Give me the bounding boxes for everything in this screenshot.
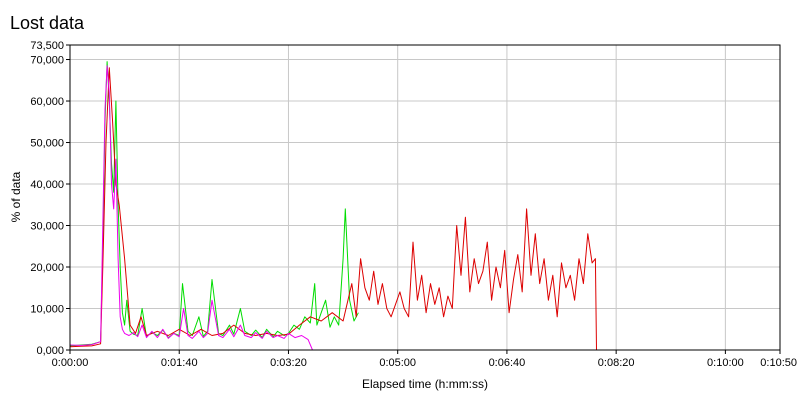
chart-title: Lost data [10, 13, 85, 33]
y-axis: 0,000 10,000 20,000 30,000 40,000 50,000 60,00… [30, 40, 70, 357]
y-tick-label: 20,000 [30, 262, 64, 274]
plot-frame [69, 44, 781, 351]
y-tick-label: 0,000 [36, 345, 64, 357]
y-tick-label: 70,000 [30, 55, 64, 67]
x-tick-label: 0:00:00 [52, 357, 89, 369]
x-axis: 0:00:00 0:01:40 0:03:20 0:05:00 0:06:40 0:08:… [52, 350, 797, 369]
y-tick-label: 30,000 [30, 221, 64, 233]
y-tick-label: 50,000 [30, 138, 64, 150]
series-line-2 [69, 67, 597, 351]
series-lines [69, 61, 597, 351]
x-tick-label: 0:10:50 [760, 357, 797, 369]
y-axis-label: % of data [9, 171, 23, 222]
series-line-1 [69, 61, 359, 347]
x-tick-label: 0:08:20 [598, 357, 635, 369]
series-line-3 [69, 65, 313, 351]
x-axis-label: Elapsed time (h:mm:ss) [362, 377, 488, 391]
x-tick-label: 0:05:00 [379, 357, 416, 369]
x-tick-label: 0:10:00 [707, 357, 744, 369]
y-tick-label: 40,000 [30, 179, 64, 191]
x-tick-label: 0:06:40 [489, 357, 526, 369]
x-tick-label: 0:01:40 [161, 357, 198, 369]
grid-lines [70, 45, 780, 350]
y-tick-label: 10,000 [30, 304, 64, 316]
y-tick-label: 60,000 [30, 96, 64, 108]
y-tick-label: 73,500 [30, 40, 64, 52]
x-tick-label: 0:03:20 [270, 357, 307, 369]
